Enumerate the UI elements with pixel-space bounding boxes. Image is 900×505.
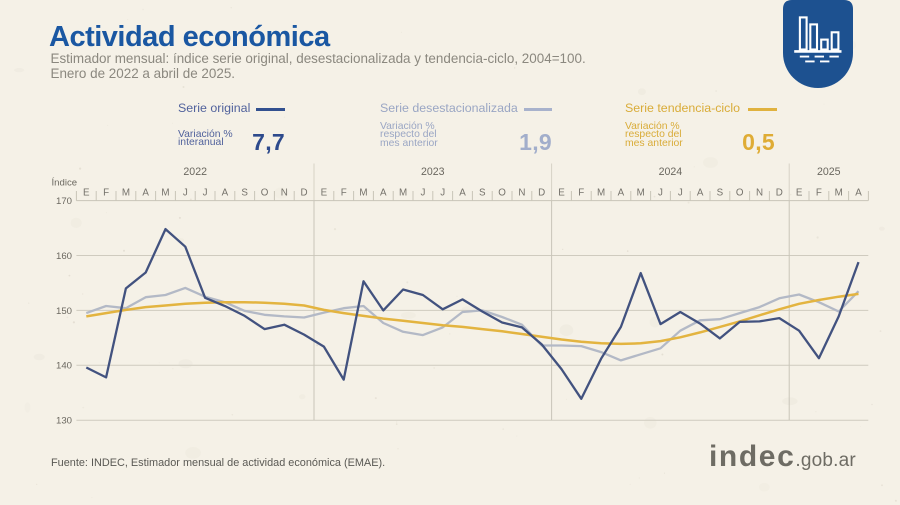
svg-text:E: E xyxy=(796,188,803,199)
svg-text:S: S xyxy=(717,188,724,199)
svg-text:M: M xyxy=(399,188,407,199)
svg-text:O: O xyxy=(736,188,744,199)
svg-text:S: S xyxy=(479,188,486,199)
svg-text:F: F xyxy=(341,188,347,199)
svg-text:130: 130 xyxy=(56,416,72,427)
svg-text:D: D xyxy=(301,188,308,199)
svg-text:2024: 2024 xyxy=(659,166,683,178)
svg-text:150: 150 xyxy=(56,306,72,317)
svg-text:A: A xyxy=(855,188,862,199)
svg-text:M: M xyxy=(359,188,367,199)
svg-text:E: E xyxy=(558,188,565,199)
svg-text:2023: 2023 xyxy=(421,166,445,178)
svg-text:F: F xyxy=(816,188,822,199)
svg-text:O: O xyxy=(261,188,269,199)
svg-text:A: A xyxy=(142,188,149,199)
svg-text:O: O xyxy=(498,188,506,199)
svg-text:M: M xyxy=(835,188,843,199)
svg-text:N: N xyxy=(756,188,763,199)
svg-text:J: J xyxy=(440,188,445,199)
svg-text:A: A xyxy=(222,188,229,199)
svg-text:A: A xyxy=(697,188,704,199)
svg-text:140: 140 xyxy=(56,361,72,372)
svg-text:F: F xyxy=(578,188,584,199)
svg-text:A: A xyxy=(459,188,466,199)
svg-text:S: S xyxy=(241,188,248,199)
svg-text:E: E xyxy=(83,188,90,199)
svg-text:D: D xyxy=(776,188,783,199)
svg-text:J: J xyxy=(203,188,208,199)
svg-text:J: J xyxy=(420,188,425,199)
svg-text:A: A xyxy=(380,188,387,199)
svg-text:Índice: Índice xyxy=(52,178,78,189)
svg-text:D: D xyxy=(538,188,545,199)
svg-text:N: N xyxy=(518,188,525,199)
svg-text:M: M xyxy=(161,188,169,199)
svg-text:E: E xyxy=(321,188,328,199)
svg-text:N: N xyxy=(281,188,288,199)
svg-text:170: 170 xyxy=(56,196,72,207)
svg-text:2022: 2022 xyxy=(183,166,207,178)
svg-text:J: J xyxy=(183,188,188,199)
svg-text:160: 160 xyxy=(56,251,72,262)
svg-text:2025: 2025 xyxy=(817,166,841,178)
svg-text:J: J xyxy=(678,188,683,199)
svg-text:F: F xyxy=(103,188,109,199)
svg-text:J: J xyxy=(658,188,663,199)
svg-text:M: M xyxy=(637,188,645,199)
svg-text:M: M xyxy=(597,188,605,199)
svg-text:M: M xyxy=(122,188,130,199)
svg-text:A: A xyxy=(618,188,625,199)
